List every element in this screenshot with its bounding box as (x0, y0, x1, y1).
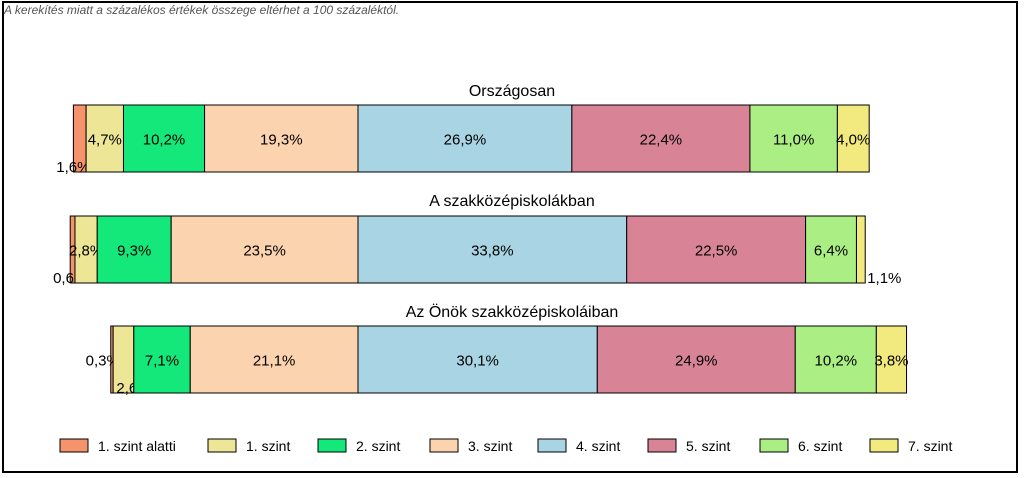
legend-swatch-5-szint (647, 438, 677, 453)
data-label-1-szint-alatti-3: 0,3% (86, 353, 120, 370)
data-label-3-szint-2: 23,5% (243, 243, 286, 260)
legend-swatch-4-szint (537, 438, 567, 453)
bar-segment-5-szint-2 (626, 215, 807, 284)
data-label-5-szint-2: 22,5% (695, 243, 738, 260)
category-title-2: A szakközépiskolákban (429, 193, 594, 210)
data-label-5-szint-3: 24,9% (675, 353, 718, 370)
legend-label-3-szint: 3. szint (468, 438, 512, 454)
rounding-note: A kerekítés miatt a százalékos értékek ö… (4, 3, 400, 17)
data-label-7-szint-1: 4,0% (836, 132, 870, 149)
legend-label-1-szint: 1. szint (246, 438, 290, 454)
data-label-3-szint-1: 19,3% (260, 132, 303, 149)
bar-segment-4-szint-2 (357, 215, 628, 284)
legend-swatch-1-szint-alatti (59, 438, 89, 453)
bar-segment-2-szint-2 (96, 215, 172, 284)
data-label-2-szint-1: 10,2% (143, 132, 186, 149)
bar-segment-6-szint-1 (749, 104, 838, 173)
bar-segment-7-szint-1 (836, 104, 870, 173)
legend-label-4-szint: 4. szint (576, 438, 620, 454)
data-label-1-szint-2: 2,8% (69, 243, 103, 260)
bar-segment-3-szint-3 (189, 325, 359, 394)
data-label-2-szint-2: 9,3% (117, 243, 151, 260)
bar-segment-4-szint-3 (357, 325, 598, 394)
bar-segment-7-szint-2 (855, 215, 866, 284)
legend-swatch-1-szint (207, 438, 237, 453)
data-label-5-szint-1: 22,4% (640, 132, 683, 149)
bar-segment-2-szint-1 (122, 104, 206, 173)
legend-label-1-szint-alatti: 1. szint alatti (98, 438, 176, 454)
bar-segment-3-szint-2 (170, 215, 359, 284)
legend-label-2-szint: 2. szint (356, 438, 400, 454)
data-label-6-szint-2: 6,4% (814, 243, 848, 260)
legend-swatch-2-szint (317, 438, 347, 453)
data-label-7-szint-2: 1,1% (867, 270, 901, 287)
data-label-6-szint-3: 10,2% (815, 353, 858, 370)
bar-segment-7-szint-3 (875, 325, 908, 394)
bar-segment-2-szint-3 (133, 325, 191, 394)
data-label-2-szint-3: 7,1% (145, 353, 179, 370)
legend-label-6-szint: 6. szint (798, 438, 842, 454)
data-label-6-szint-1: 11,0% (773, 132, 814, 149)
bar-segment-6-szint-3 (794, 325, 877, 394)
bar-segment-3-szint-1 (204, 104, 359, 173)
bar-segment-4-szint-1 (357, 104, 573, 173)
category-title-3: Az Önök szakközépiskoláiban (406, 303, 619, 321)
bar-segment-5-szint-3 (596, 325, 796, 394)
category-title-1: Országosan (469, 83, 555, 100)
data-label-4-szint-2: 33,8% (471, 243, 514, 260)
data-label-4-szint-1: 26,9% (444, 132, 487, 149)
data-label-4-szint-3: 30,1% (456, 353, 499, 370)
bar-segment-5-szint-1 (571, 104, 751, 173)
legend-swatch-3-szint (429, 438, 459, 453)
legend-swatch-6-szint (759, 438, 789, 453)
legend-swatch-7-szint (869, 438, 899, 453)
legend-label-5-szint: 5. szint (686, 438, 730, 454)
data-label-3-szint-3: 21,1% (253, 353, 296, 370)
data-label-7-szint-3: 3,8% (874, 353, 908, 370)
data-label-1-szint-alatti-1: 1,6% (56, 159, 90, 176)
data-label-1-szint-1: 4,7% (88, 132, 122, 149)
legend-label-7-szint: 7. szint (908, 438, 952, 454)
